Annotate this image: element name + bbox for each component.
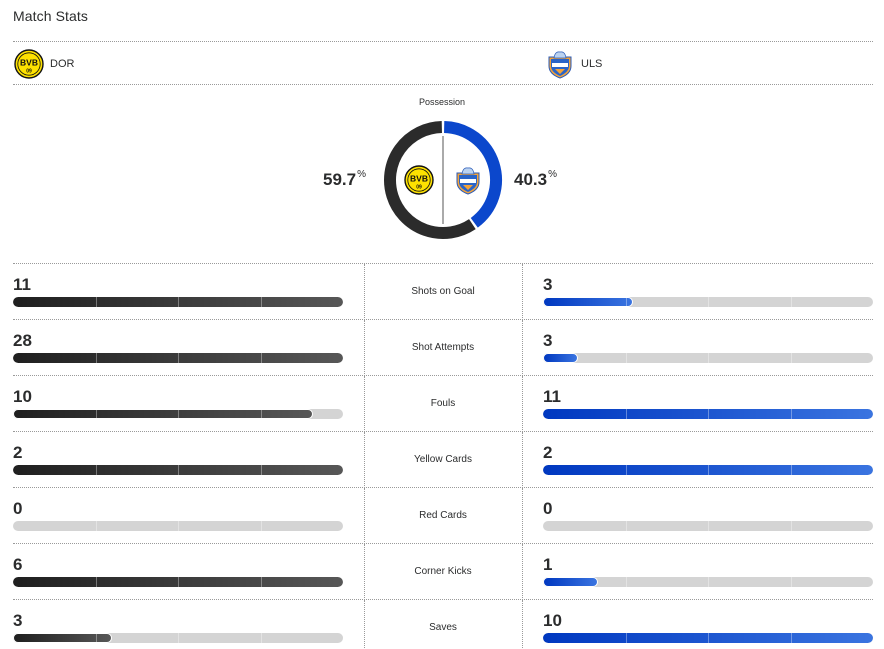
- home-team-abbr: DOR: [50, 58, 75, 70]
- column-divider: [364, 264, 365, 320]
- divider: [13, 431, 873, 432]
- away-stat-value: 10: [543, 611, 562, 630]
- stat-row: 28 Shot Attempts 3: [13, 320, 873, 376]
- divider: [13, 487, 873, 488]
- divider: [13, 263, 873, 264]
- column-divider: [522, 264, 523, 320]
- possession-donut: BVB 09: [384, 121, 502, 239]
- stat-label: Fouls: [430, 398, 456, 409]
- divider: [13, 84, 873, 85]
- away-stat-bar: [543, 577, 873, 587]
- column-divider: [522, 488, 523, 544]
- home-team: BVB 09 DOR: [14, 49, 74, 79]
- bar-ticks: [543, 353, 873, 363]
- away-stat-bar-fill: [543, 409, 873, 419]
- ulsan-crest-icon: [548, 51, 572, 79]
- home-stat-bar-fill: [13, 577, 343, 587]
- home-stat-value: 11: [13, 275, 31, 294]
- bvb-crest-icon: BVB 09: [14, 49, 44, 79]
- column-divider: [364, 600, 365, 649]
- home-stat-value: 3: [13, 611, 23, 630]
- home-stat-bar: [13, 521, 343, 531]
- home-stat-value: 0: [13, 499, 23, 518]
- away-stat-bar: [543, 353, 873, 363]
- home-stat-value: 2: [13, 443, 23, 462]
- home-stat-bar-fill: [13, 465, 343, 475]
- away-stat-value: 11: [543, 387, 561, 406]
- bar-ticks: [13, 521, 343, 531]
- away-stat-bar: [543, 633, 873, 643]
- divider: [13, 375, 873, 376]
- stat-row: 6 Corner Kicks 1: [13, 544, 873, 600]
- away-stat-value: 2: [543, 443, 553, 462]
- home-stat-bar: [13, 465, 343, 475]
- stat-label: Shot Attempts: [411, 342, 475, 353]
- divider: [13, 41, 873, 42]
- svg-text:09: 09: [416, 185, 422, 191]
- away-possession-arc: [443, 121, 502, 228]
- home-stat-bar: [13, 297, 343, 307]
- stat-row: 11 Shots on Goal 3: [13, 264, 873, 320]
- away-stat-bar-fill: [543, 353, 579, 363]
- stat-label: Shots on Goal: [411, 286, 475, 297]
- home-stat-value: 28: [13, 331, 32, 350]
- stat-label: Red Cards: [419, 510, 467, 521]
- home-stat-bar: [13, 577, 343, 587]
- away-stat-bar-fill: [543, 633, 873, 643]
- stat-row: 2 Yellow Cards 2: [13, 432, 873, 488]
- away-stat-bar: [543, 297, 873, 307]
- svg-text:BVB: BVB: [410, 174, 428, 184]
- home-stat-value: 6: [13, 555, 23, 574]
- home-stat-bar: [13, 633, 343, 643]
- divider: [13, 543, 873, 544]
- column-divider: [364, 432, 365, 488]
- away-stat-value: 3: [543, 331, 553, 350]
- ulsan-crest-icon: [456, 167, 480, 195]
- svg-text:09: 09: [26, 69, 32, 75]
- away-stat-bar: [543, 465, 873, 475]
- column-divider: [522, 544, 523, 600]
- stat-row: 3 Saves 10: [13, 600, 873, 649]
- home-stat-bar-fill: [13, 409, 313, 419]
- stat-label: Corner Kicks: [414, 566, 472, 577]
- away-stat-value: 3: [543, 275, 553, 294]
- svg-text:BVB: BVB: [20, 58, 38, 68]
- divider: [13, 599, 873, 600]
- page-title: Match Stats: [13, 8, 89, 24]
- home-possession-arc: [384, 121, 476, 239]
- divider: [13, 319, 873, 320]
- home-stat-bar-fill: [13, 633, 112, 643]
- bar-ticks: [543, 521, 873, 531]
- away-stat-bar-fill: [543, 297, 634, 307]
- away-stat-bar: [543, 409, 873, 419]
- away-stat-value: 1: [543, 555, 553, 574]
- away-stat-bar-fill: [543, 465, 873, 475]
- home-stat-bar: [13, 353, 343, 363]
- away-stat-value: 0: [543, 499, 553, 518]
- column-divider: [522, 432, 523, 488]
- possession-label: Possession: [418, 97, 466, 107]
- column-divider: [364, 320, 365, 376]
- stat-label: Saves: [429, 622, 457, 633]
- away-team-abbr: ULS: [581, 58, 603, 70]
- home-stat-bar-fill: [13, 297, 343, 307]
- away-team: ULS: [545, 49, 602, 79]
- home-stat-bar: [13, 409, 343, 419]
- stat-row: 0 Red Cards 0: [13, 488, 873, 544]
- column-divider: [364, 544, 365, 600]
- away-stat-bar: [543, 521, 873, 531]
- stat-label: Yellow Cards: [414, 454, 472, 465]
- away-possession-value: 40.3%: [514, 169, 557, 189]
- home-stat-value: 10: [13, 387, 32, 406]
- column-divider: [364, 488, 365, 544]
- home-stat-bar-fill: [13, 353, 343, 363]
- column-divider: [522, 376, 523, 432]
- column-divider: [364, 376, 365, 432]
- away-stat-bar-fill: [543, 577, 599, 587]
- bvb-crest-icon: BVB 09: [404, 165, 434, 195]
- home-possession-value: 59.7%: [323, 169, 366, 189]
- column-divider: [522, 320, 523, 376]
- column-divider: [522, 600, 523, 649]
- stat-row: 10 Fouls 11: [13, 376, 873, 432]
